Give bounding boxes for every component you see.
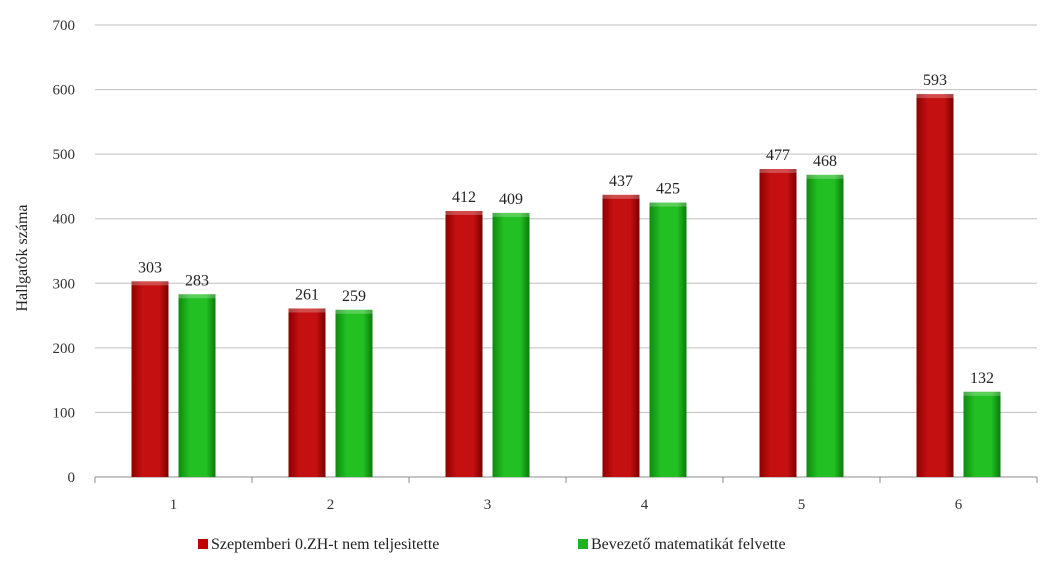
bar-highlight bbox=[445, 210, 483, 215]
bar-highlight bbox=[492, 212, 530, 217]
data-label: 477 bbox=[766, 147, 790, 164]
x-tick-label: 1 bbox=[170, 497, 178, 513]
bar bbox=[963, 391, 1001, 477]
bar bbox=[916, 94, 954, 477]
gridlines bbox=[95, 24, 1037, 478]
legend-label: Bevezető matematikát felvette bbox=[591, 536, 786, 553]
bar-highlight bbox=[602, 194, 640, 199]
data-label: 593 bbox=[923, 72, 947, 89]
bar-highlight bbox=[759, 168, 797, 173]
legend-label: Szeptemberi 0.ZH-t nem teljesitette bbox=[211, 536, 439, 553]
axes: 0 100 200 300 400 500 600 700 1 2 3 4 5 6 bbox=[53, 18, 1038, 513]
bar bbox=[602, 194, 640, 477]
y-tick-label: 600 bbox=[53, 83, 76, 99]
bar-highlight bbox=[649, 202, 687, 207]
bar bbox=[335, 309, 373, 477]
bar bbox=[131, 281, 169, 477]
data-label: 437 bbox=[609, 173, 633, 190]
data-label: 412 bbox=[452, 189, 476, 206]
legend: Szeptemberi 0.ZH-t nem teljesitette Bevez… bbox=[198, 536, 786, 553]
bar-highlight bbox=[916, 94, 954, 99]
bar bbox=[492, 212, 530, 477]
bar bbox=[178, 294, 216, 477]
data-label: 132 bbox=[970, 370, 994, 387]
y-tick-label: 400 bbox=[53, 212, 76, 228]
x-tick-label: 6 bbox=[955, 497, 963, 513]
bars bbox=[131, 94, 1001, 478]
bar bbox=[649, 202, 687, 478]
data-label: 259 bbox=[342, 288, 366, 305]
legend-swatch bbox=[198, 539, 208, 549]
y-tick-label: 300 bbox=[53, 276, 76, 292]
x-tick-label: 4 bbox=[641, 497, 649, 513]
bar-highlight bbox=[963, 391, 1001, 396]
data-label: 468 bbox=[813, 153, 837, 170]
legend-item: Szeptemberi 0.ZH-t nem teljesitette bbox=[198, 536, 439, 553]
bar-highlight bbox=[806, 174, 844, 179]
y-tick-label: 700 bbox=[53, 18, 76, 34]
x-tick-label: 5 bbox=[798, 497, 806, 513]
bar-highlight bbox=[288, 308, 326, 313]
y-axis-title: Hallgatók száma bbox=[14, 204, 31, 311]
bar-highlight bbox=[335, 309, 373, 314]
bar-highlight bbox=[131, 281, 169, 286]
y-tick-label: 0 bbox=[68, 470, 76, 486]
data-label: 283 bbox=[185, 272, 209, 289]
x-tick-label: 2 bbox=[327, 497, 335, 513]
data-label: 409 bbox=[499, 191, 523, 208]
bar bbox=[288, 308, 326, 477]
legend-swatch bbox=[578, 539, 588, 549]
data-label: 425 bbox=[656, 181, 680, 198]
data-label: 261 bbox=[295, 286, 319, 303]
bar bbox=[759, 168, 797, 477]
x-tick-label: 3 bbox=[484, 497, 492, 513]
bar bbox=[806, 174, 844, 477]
y-tick-label: 100 bbox=[53, 405, 76, 421]
y-tick-label: 500 bbox=[53, 147, 76, 163]
legend-item: Bevezető matematikát felvette bbox=[578, 536, 786, 553]
data-labels: 303 283 261 259 412 409 437 425 477 468 593 132 bbox=[138, 72, 994, 387]
data-label: 303 bbox=[138, 259, 162, 276]
y-tick-label: 200 bbox=[53, 341, 76, 357]
bar bbox=[445, 210, 483, 478]
bar-highlight bbox=[178, 294, 216, 299]
